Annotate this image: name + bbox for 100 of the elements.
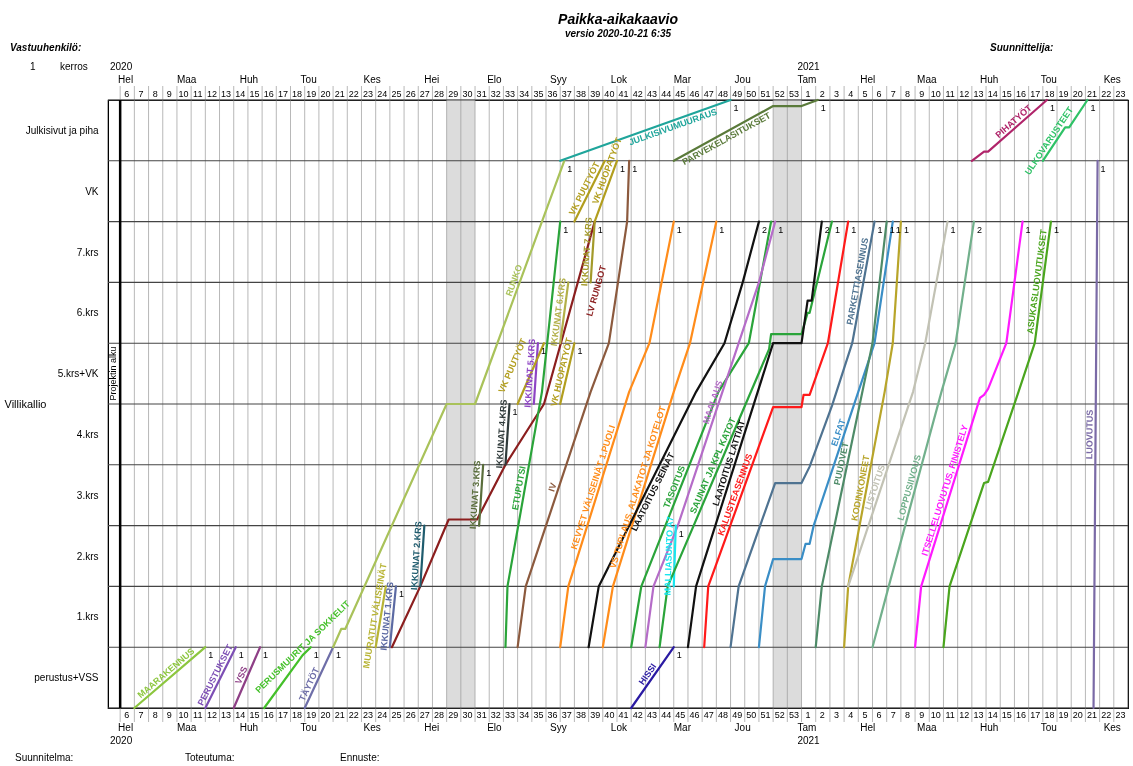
text: Kes [363,74,381,85]
annotation: 1 [950,224,956,235]
annotation: 1 [486,467,492,478]
x2-tick-label: 19 [306,709,317,720]
text: Maa [176,74,197,85]
x-tick-label: 22 [1101,88,1112,99]
text: Hel [860,74,876,85]
text: 2021 [797,61,820,72]
x-tick-label: 13 [221,88,232,99]
annotation: 1 [719,224,725,235]
text: ETUPUTSI [510,465,528,511]
annotation: 1 [540,346,546,357]
text: Maa [917,74,937,85]
annotation: 2 [976,224,982,235]
annotation: 1 [336,650,342,661]
text: Maa [917,722,937,733]
x-tick-label: 53 [788,88,799,99]
annotation: 1 [577,346,583,357]
y-tick-label: Julkisivut ja piha [25,124,99,136]
x2-tick-label: 36 [547,709,558,720]
x-tick-label: 38 [575,88,586,99]
x2-tick-label: 7 [138,709,144,720]
x-tick-label: 32 [490,88,501,99]
x2-tick-label: 6 [124,709,130,720]
x2-tick-label: 48 [717,709,728,720]
x-tick-label: 50 [746,88,757,99]
x-tick-label: 24 [377,88,388,99]
x-tick-label: 12 [959,88,970,99]
annotation: 1 [313,650,319,661]
text: MALLIASUNTO A7 [662,516,676,596]
x2-tick-label: 50 [746,709,757,720]
text: Maa [176,722,197,733]
x-tick-label: 27 [419,88,430,99]
text: VSS [233,664,250,686]
x-tick-label: 17 [1030,88,1041,99]
x2-tick-label: 8 [904,709,910,720]
x-tick-label: 25 [391,88,402,99]
x2-tick-label: 17 [277,709,288,720]
annotation: 1 [895,224,901,235]
x-tick-label: 40 [604,88,615,99]
y-tick-label: 7.krs [76,246,99,258]
x-tick-label: 21 [1086,88,1098,99]
text: Elo [487,722,503,733]
x-tick-label: 15 [1001,88,1012,99]
x-tick-label: 52 [774,88,785,99]
y-tick-label: 4.krs [76,428,99,440]
y-tick-label: 3.krs [76,489,99,501]
x-tick-label: 1 [805,88,811,99]
text: Suunnittelija: [990,42,1054,53]
text: IKKUNAT 3.KRS [467,460,483,530]
ref-line-label: Projektin alku [108,346,119,401]
annotation: 1 [877,224,883,235]
text: Huh [239,74,259,85]
text: 2020 [110,735,133,746]
x-tick-label: 9 [166,88,172,99]
x-tick-label: 31 [476,88,487,99]
text: 2020 [110,61,133,72]
annotation: 1 [398,589,404,600]
text: Lok [610,722,628,733]
x2-tick-label: 12 [206,709,217,720]
text: Lok [610,74,627,85]
x2-tick-label: 29 [448,709,459,720]
x2-tick-label: 13 [221,709,232,720]
x2-tick-label: 46 [689,709,700,720]
text: LUOVUTUS [1084,409,1095,460]
x2-tick-label: 37 [561,709,572,720]
x2-tick-label: 5 [862,709,868,720]
x-tick-label: 11 [193,88,203,99]
annotation: 1 [563,224,569,235]
x2-tick-label: 28 [434,709,445,720]
x2-tick-label: 21 [334,709,345,720]
text: Kes [1103,74,1121,85]
y-tick-label: 5.krs+VK [57,368,99,380]
x-tick-label: 29 [448,88,459,99]
x2-tick-label: 20 [1072,709,1083,720]
x2-tick-label: 38 [575,709,586,720]
x2-tick-label: 13 [973,709,984,720]
x2-tick-label: 7 [890,709,896,720]
annotation: 1 [619,163,625,174]
annotation: 1 [632,163,638,174]
x2-tick-label: 4 [848,709,854,720]
text: IKKUNAT 7.KRS [579,216,594,287]
text: Kes [1103,722,1121,733]
x2-tick-label: 23 [1115,709,1126,720]
x-tick-label: 41 [618,88,629,99]
x2-tick-label: 22 [1101,709,1112,720]
x2-tick-label: 49 [732,709,743,720]
text: Jou [734,74,751,85]
x2-tick-label: 2 [819,709,825,720]
x2-tick-label: 12 [959,709,970,720]
annotation: 1 [676,650,682,661]
x-tick-label: 47 [703,88,714,99]
text: Toteutuma: [185,752,235,763]
x-tick-label: 3 [833,88,839,99]
x2-tick-label: 16 [263,709,274,720]
x-tick-label: 14 [987,88,998,99]
x-tick-label: 6 [876,88,882,99]
annotation: 1 [733,103,739,113]
x-tick-label: 19 [306,88,317,99]
annotation: 1 [1090,103,1096,113]
